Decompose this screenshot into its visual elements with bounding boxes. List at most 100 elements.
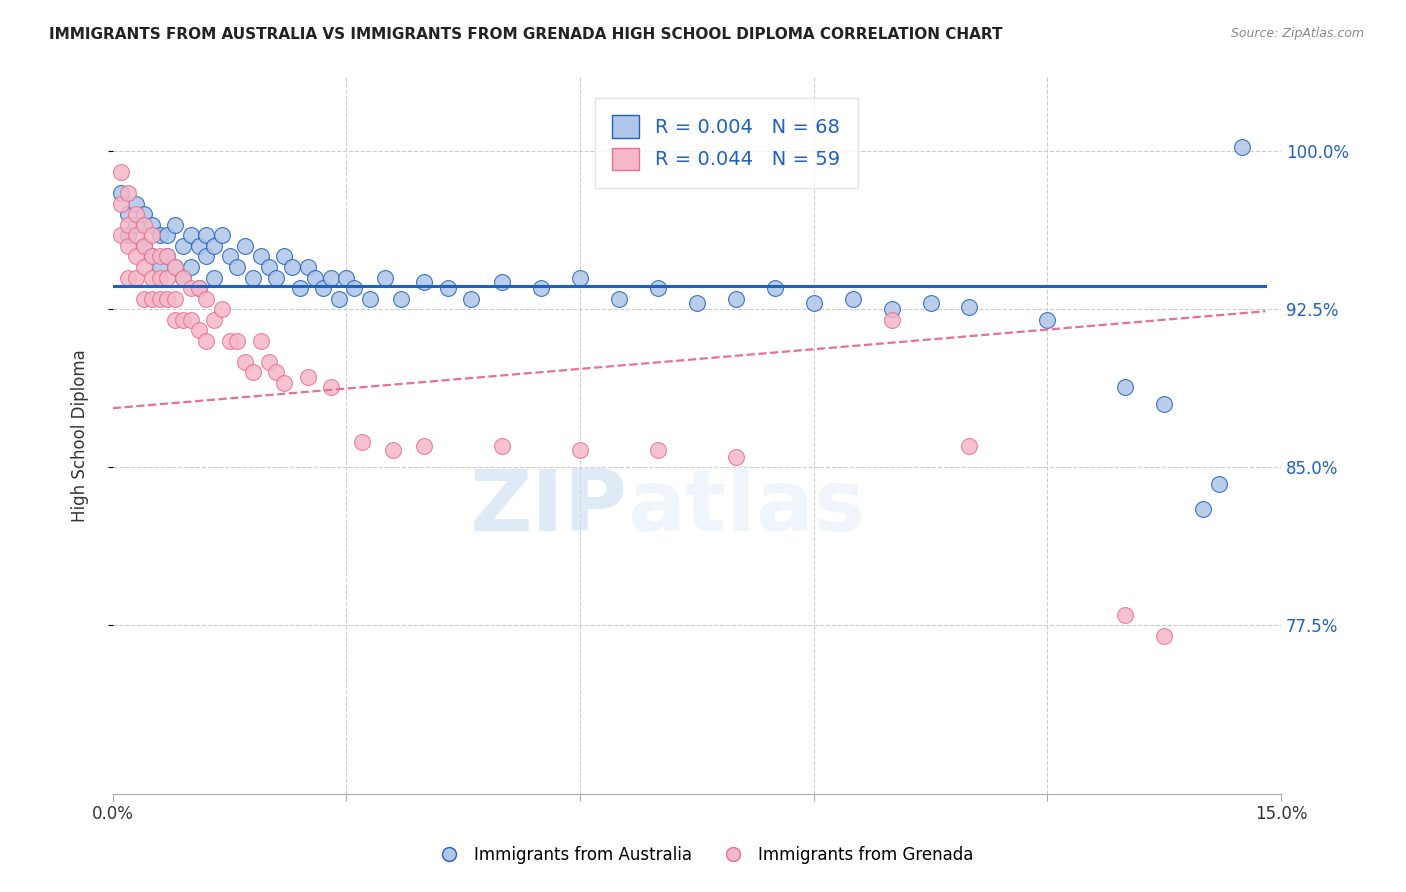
Point — [148, 292, 170, 306]
Point — [211, 228, 233, 243]
Point — [125, 250, 148, 264]
Point — [436, 281, 458, 295]
Point — [257, 355, 280, 369]
Point — [132, 260, 155, 274]
Point — [172, 270, 194, 285]
Point — [803, 296, 825, 310]
Point — [187, 323, 209, 337]
Point — [180, 281, 202, 295]
Point — [920, 296, 942, 310]
Point — [249, 250, 271, 264]
Point — [959, 439, 981, 453]
Point — [132, 239, 155, 253]
Point — [132, 207, 155, 221]
Point — [1114, 380, 1136, 394]
Point — [180, 312, 202, 326]
Point — [242, 270, 264, 285]
Text: atlas: atlas — [627, 466, 865, 549]
Point — [117, 218, 139, 232]
Point — [724, 292, 747, 306]
Point — [763, 281, 786, 295]
Point — [1114, 607, 1136, 622]
Point — [273, 250, 295, 264]
Point — [647, 443, 669, 458]
Point — [132, 292, 155, 306]
Point — [172, 312, 194, 326]
Point — [724, 450, 747, 464]
Point — [226, 334, 249, 348]
Point — [202, 270, 225, 285]
Text: Source: ZipAtlas.com: Source: ZipAtlas.com — [1230, 27, 1364, 40]
Point — [172, 270, 194, 285]
Point — [110, 228, 132, 243]
Point — [1230, 140, 1253, 154]
Point — [110, 197, 132, 211]
Point — [117, 207, 139, 221]
Point — [148, 228, 170, 243]
Point — [195, 228, 218, 243]
Point — [117, 228, 139, 243]
Point — [125, 228, 148, 243]
Point — [148, 250, 170, 264]
Point — [195, 334, 218, 348]
Point — [841, 292, 863, 306]
Point — [226, 260, 249, 274]
Point — [382, 443, 405, 458]
Point — [180, 228, 202, 243]
Point — [491, 439, 513, 453]
Point — [165, 260, 187, 274]
Point — [1036, 312, 1059, 326]
Point — [288, 281, 311, 295]
Point — [880, 312, 903, 326]
Point — [172, 239, 194, 253]
Point — [273, 376, 295, 390]
Text: ZIP: ZIP — [470, 466, 627, 549]
Point — [281, 260, 304, 274]
Point — [156, 250, 179, 264]
Point — [374, 270, 396, 285]
Legend: R = 0.004   N = 68, R = 0.044   N = 59: R = 0.004 N = 68, R = 0.044 N = 59 — [595, 98, 858, 187]
Point — [165, 218, 187, 232]
Point — [319, 380, 342, 394]
Point — [257, 260, 280, 274]
Point — [491, 275, 513, 289]
Point — [218, 250, 240, 264]
Y-axis label: High School Diploma: High School Diploma — [72, 349, 89, 522]
Point — [413, 439, 436, 453]
Point — [413, 275, 436, 289]
Point — [141, 270, 163, 285]
Point — [148, 270, 170, 285]
Point — [132, 218, 155, 232]
Point — [110, 186, 132, 201]
Point — [880, 302, 903, 317]
Point — [117, 186, 139, 201]
Point — [110, 165, 132, 179]
Point — [352, 434, 374, 449]
Point — [1208, 477, 1230, 491]
Point — [195, 292, 218, 306]
Point — [125, 270, 148, 285]
Point — [141, 250, 163, 264]
Point — [569, 443, 592, 458]
Point — [156, 292, 179, 306]
Point — [141, 228, 163, 243]
Point — [187, 281, 209, 295]
Point — [156, 270, 179, 285]
Point — [328, 292, 350, 306]
Point — [117, 239, 139, 253]
Point — [343, 281, 366, 295]
Point — [156, 250, 179, 264]
Point — [266, 365, 288, 379]
Point — [530, 281, 553, 295]
Point — [233, 239, 256, 253]
Point — [686, 296, 709, 310]
Point — [187, 281, 209, 295]
Point — [1192, 502, 1215, 516]
Point — [359, 292, 381, 306]
Point — [148, 260, 170, 274]
Point — [233, 355, 256, 369]
Point — [202, 239, 225, 253]
Text: IMMIGRANTS FROM AUSTRALIA VS IMMIGRANTS FROM GRENADA HIGH SCHOOL DIPLOMA CORRELA: IMMIGRANTS FROM AUSTRALIA VS IMMIGRANTS … — [49, 27, 1002, 42]
Point — [125, 218, 148, 232]
Legend: Immigrants from Australia, Immigrants from Grenada: Immigrants from Australia, Immigrants fr… — [426, 839, 980, 871]
